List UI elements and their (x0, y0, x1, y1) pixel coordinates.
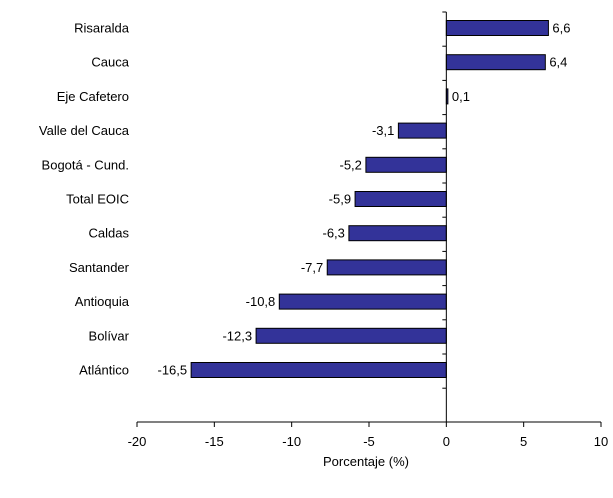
bar-6 (348, 225, 447, 242)
data-label: 6,4 (549, 55, 567, 70)
category-label: Caldas (89, 226, 130, 241)
category-label: Valle del Cauca (39, 123, 130, 138)
data-label: -12,3 (222, 328, 252, 343)
bar-5 (354, 191, 447, 207)
x-tick-label: -10 (282, 434, 301, 449)
data-label: -5,9 (329, 192, 351, 207)
category-label: Bogotá - Cund. (42, 157, 129, 172)
bar-8 (278, 293, 447, 310)
data-label: 6,6 (552, 21, 570, 36)
data-label: 0,1 (452, 89, 470, 104)
category-label: Atlántico (79, 363, 129, 378)
bar-1 (445, 54, 546, 71)
data-label: -16,5 (157, 363, 187, 378)
x-tick-label: 5 (520, 434, 527, 449)
x-ticks-layer: -20 -15 -10 -5 0 5 10 (128, 11, 608, 449)
labels-layer: Risaralda 6,6 Cauca 6,4 Eje Cafetero 0,1 Valle… (39, 21, 571, 378)
x-tick-label: 0 (443, 434, 450, 449)
category-label: Risaralda (74, 21, 130, 36)
bars-layer (190, 20, 549, 378)
data-label: -6,3 (322, 226, 344, 241)
x-tick-label: -15 (205, 434, 224, 449)
data-label: -3,1 (372, 123, 394, 138)
data-label: -5,2 (340, 157, 362, 172)
bar-10 (190, 362, 447, 378)
category-label: Antioquia (75, 294, 130, 309)
bar-7 (326, 259, 447, 276)
category-label: Bolívar (89, 328, 130, 343)
x-axis-title: Porcentaje (%) (323, 454, 409, 469)
category-label: Eje Cafetero (57, 89, 129, 104)
bar-9 (255, 327, 447, 344)
data-label: -7,7 (301, 260, 323, 275)
data-label: -10,8 (246, 294, 276, 309)
bar-3 (397, 122, 447, 139)
category-label: Santander (69, 260, 130, 275)
category-label: Total EOIC (66, 192, 129, 207)
x-tick-label: -5 (363, 434, 375, 449)
category-label: Cauca (91, 55, 129, 70)
x-tick-label: -20 (128, 434, 147, 449)
x-tick-label: 10 (594, 434, 608, 449)
bar-4 (365, 156, 447, 173)
bar-0 (445, 20, 549, 36)
